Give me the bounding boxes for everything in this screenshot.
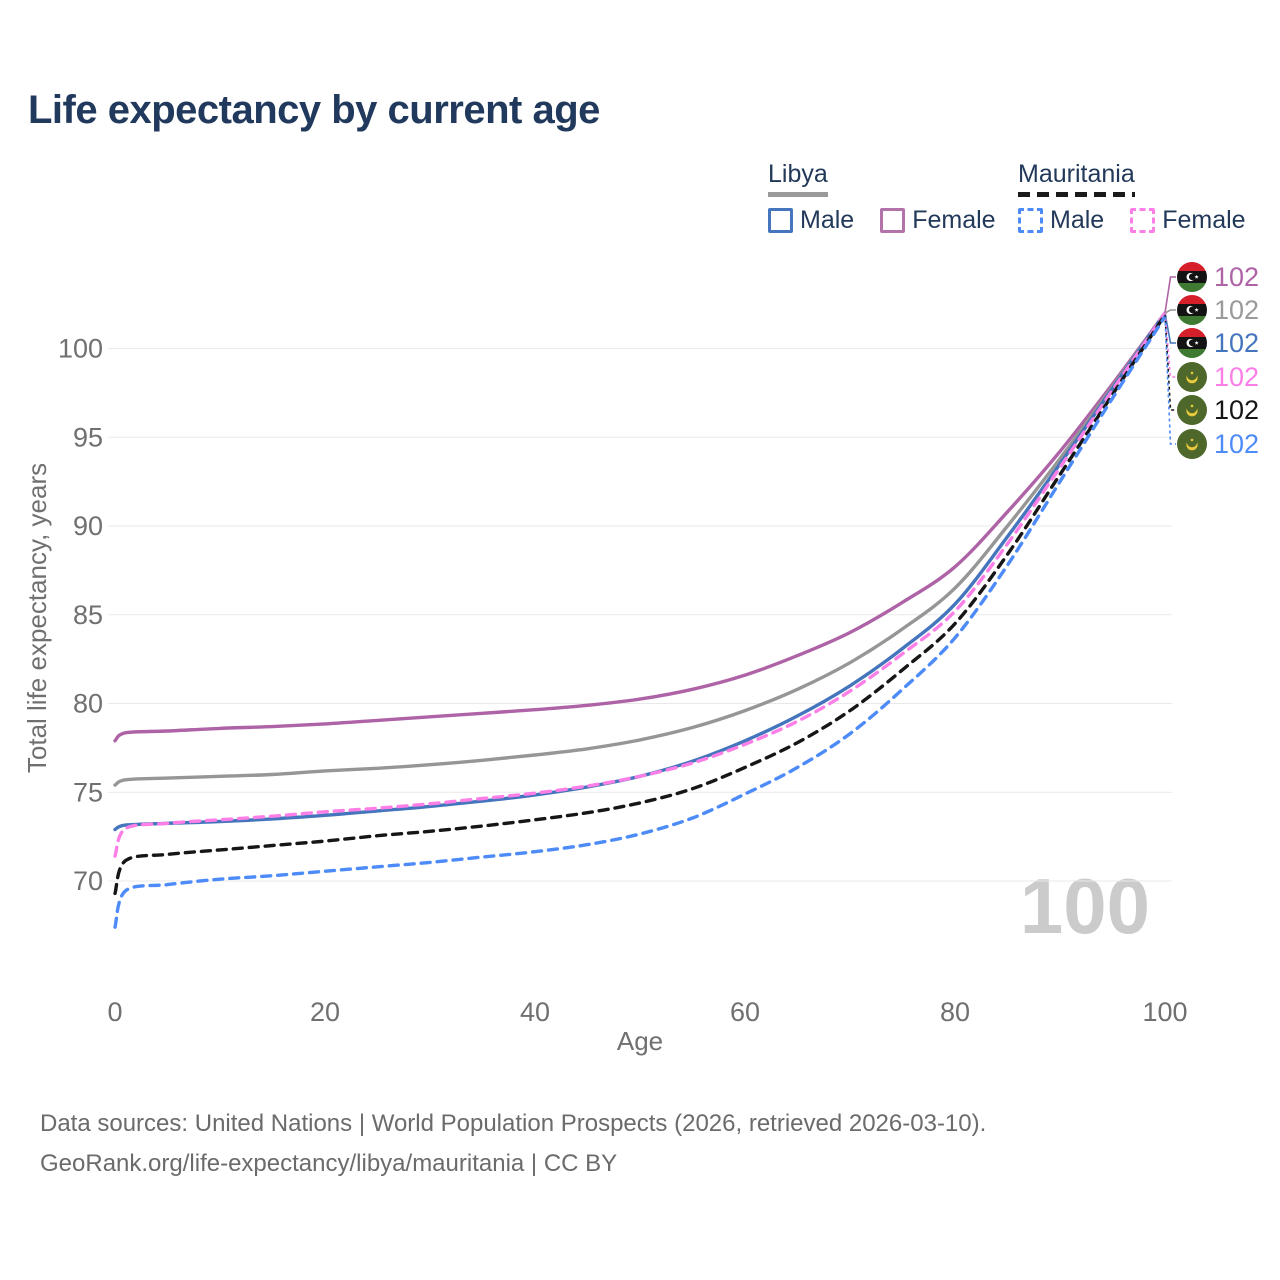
series-end-value: 102 (1214, 395, 1260, 425)
legend-country-mauritania-label: Mauritania (1018, 160, 1135, 188)
footer: Data sources: United Nations | World Pop… (40, 1104, 986, 1184)
legend-item-mauritania-female-label: Female (1162, 206, 1246, 234)
libya-flag-icon (1177, 328, 1207, 358)
y-axis-tick-label: 85 (73, 600, 103, 630)
end-label-connector (1164, 314, 1176, 411)
x-axis-tick-label: 80 (940, 997, 970, 1027)
y-axis-tick-label: 80 (73, 689, 103, 719)
x-axis-title: Age (617, 1026, 663, 1056)
age-watermark: 100 (1019, 862, 1150, 950)
x-axis-tick-label: 40 (520, 997, 550, 1027)
mauritania-male-swatch-icon (1018, 208, 1043, 233)
end-label-connector (1164, 276, 1176, 314)
legend-group-mauritania: Mauritania Male Female (1018, 160, 1246, 235)
end-label-connector (1164, 312, 1176, 344)
legend-item-mauritania-male-label: Male (1050, 206, 1105, 234)
series-end-value: 102 (1214, 328, 1260, 358)
end-label-row: 102 (1177, 328, 1259, 358)
y-axis-tick-label: 95 (73, 422, 103, 452)
end-label-connector (1164, 312, 1176, 378)
series-line-libya-male[interactable] (113, 311, 1167, 832)
legend-item-mauritania-male[interactable]: Male (1018, 206, 1104, 235)
series-end-value: 102 (1214, 429, 1260, 459)
page-title: Life expectancy by current age (28, 88, 600, 132)
legend-country-libya[interactable]: Libya (768, 160, 828, 197)
legend-item-libya-male[interactable]: Male (768, 206, 854, 235)
series-end-value: 102 (1214, 362, 1260, 392)
y-axis-tick-label: 70 (73, 866, 103, 896)
libya-flag-icon (1177, 262, 1207, 292)
mauritania-flag-icon (1177, 362, 1207, 392)
end-label-connector (1164, 316, 1176, 445)
footer-data-sources: Data sources: United Nations | World Pop… (40, 1110, 987, 1137)
mauritania-flag-icon (1177, 395, 1207, 425)
end-label-row: 102 (1177, 429, 1259, 459)
legend-item-mauritania-female[interactable]: Female (1130, 206, 1246, 235)
x-axis-tick-label: 60 (730, 997, 760, 1027)
end-label-row: 102 (1177, 395, 1259, 425)
legend-item-libya-female-label: Female (912, 206, 996, 234)
series-line-mauritania-female[interactable] (113, 311, 1167, 858)
y-axis-title: Total life expectancy, years (22, 463, 52, 773)
libya-female-swatch-icon (880, 208, 906, 233)
mauritania-dashed-line-icon (1018, 192, 1135, 197)
y-axis-tick-label: 90 (73, 511, 103, 541)
legend-item-libya-male-label: Male (800, 206, 855, 234)
libya-solid-line-icon (768, 192, 828, 197)
x-axis-tick-label: 100 (1142, 997, 1187, 1027)
end-label-connector (1164, 309, 1176, 314)
legend-country-libya-label: Libya (768, 160, 828, 188)
legend-item-libya-female[interactable]: Female (880, 206, 996, 235)
series-line-mauritania-male[interactable] (113, 314, 1167, 929)
mauritania-flag-icon (1177, 429, 1207, 459)
end-label-row: 102 (1177, 295, 1259, 325)
series-line-libya-both-sexes[interactable] (113, 311, 1167, 787)
footer-attribution-link[interactable]: GeoRank.org/life-expectancy/libya/maurit… (40, 1150, 618, 1177)
end-label-row: 102 (1177, 362, 1259, 392)
y-axis-tick-label: 75 (73, 777, 103, 807)
end-label-row: 102 (1177, 262, 1259, 292)
mauritania-female-swatch-icon (1130, 208, 1156, 233)
x-axis-tick-label: 20 (310, 997, 340, 1027)
libya-flag-icon (1177, 295, 1207, 325)
series-line-libya-female[interactable] (113, 311, 1167, 743)
legend-country-mauritania[interactable]: Mauritania (1018, 160, 1135, 197)
series-end-value: 102 (1214, 295, 1260, 325)
series-line-mauritania-both-sexes[interactable] (113, 313, 1167, 896)
x-axis-tick-label: 0 (107, 997, 122, 1027)
legend-group-libya: Libya Male Female (768, 160, 996, 235)
libya-male-swatch-icon (768, 208, 793, 233)
series-end-value: 102 (1214, 262, 1260, 292)
y-axis-tick-label: 100 (58, 334, 103, 364)
